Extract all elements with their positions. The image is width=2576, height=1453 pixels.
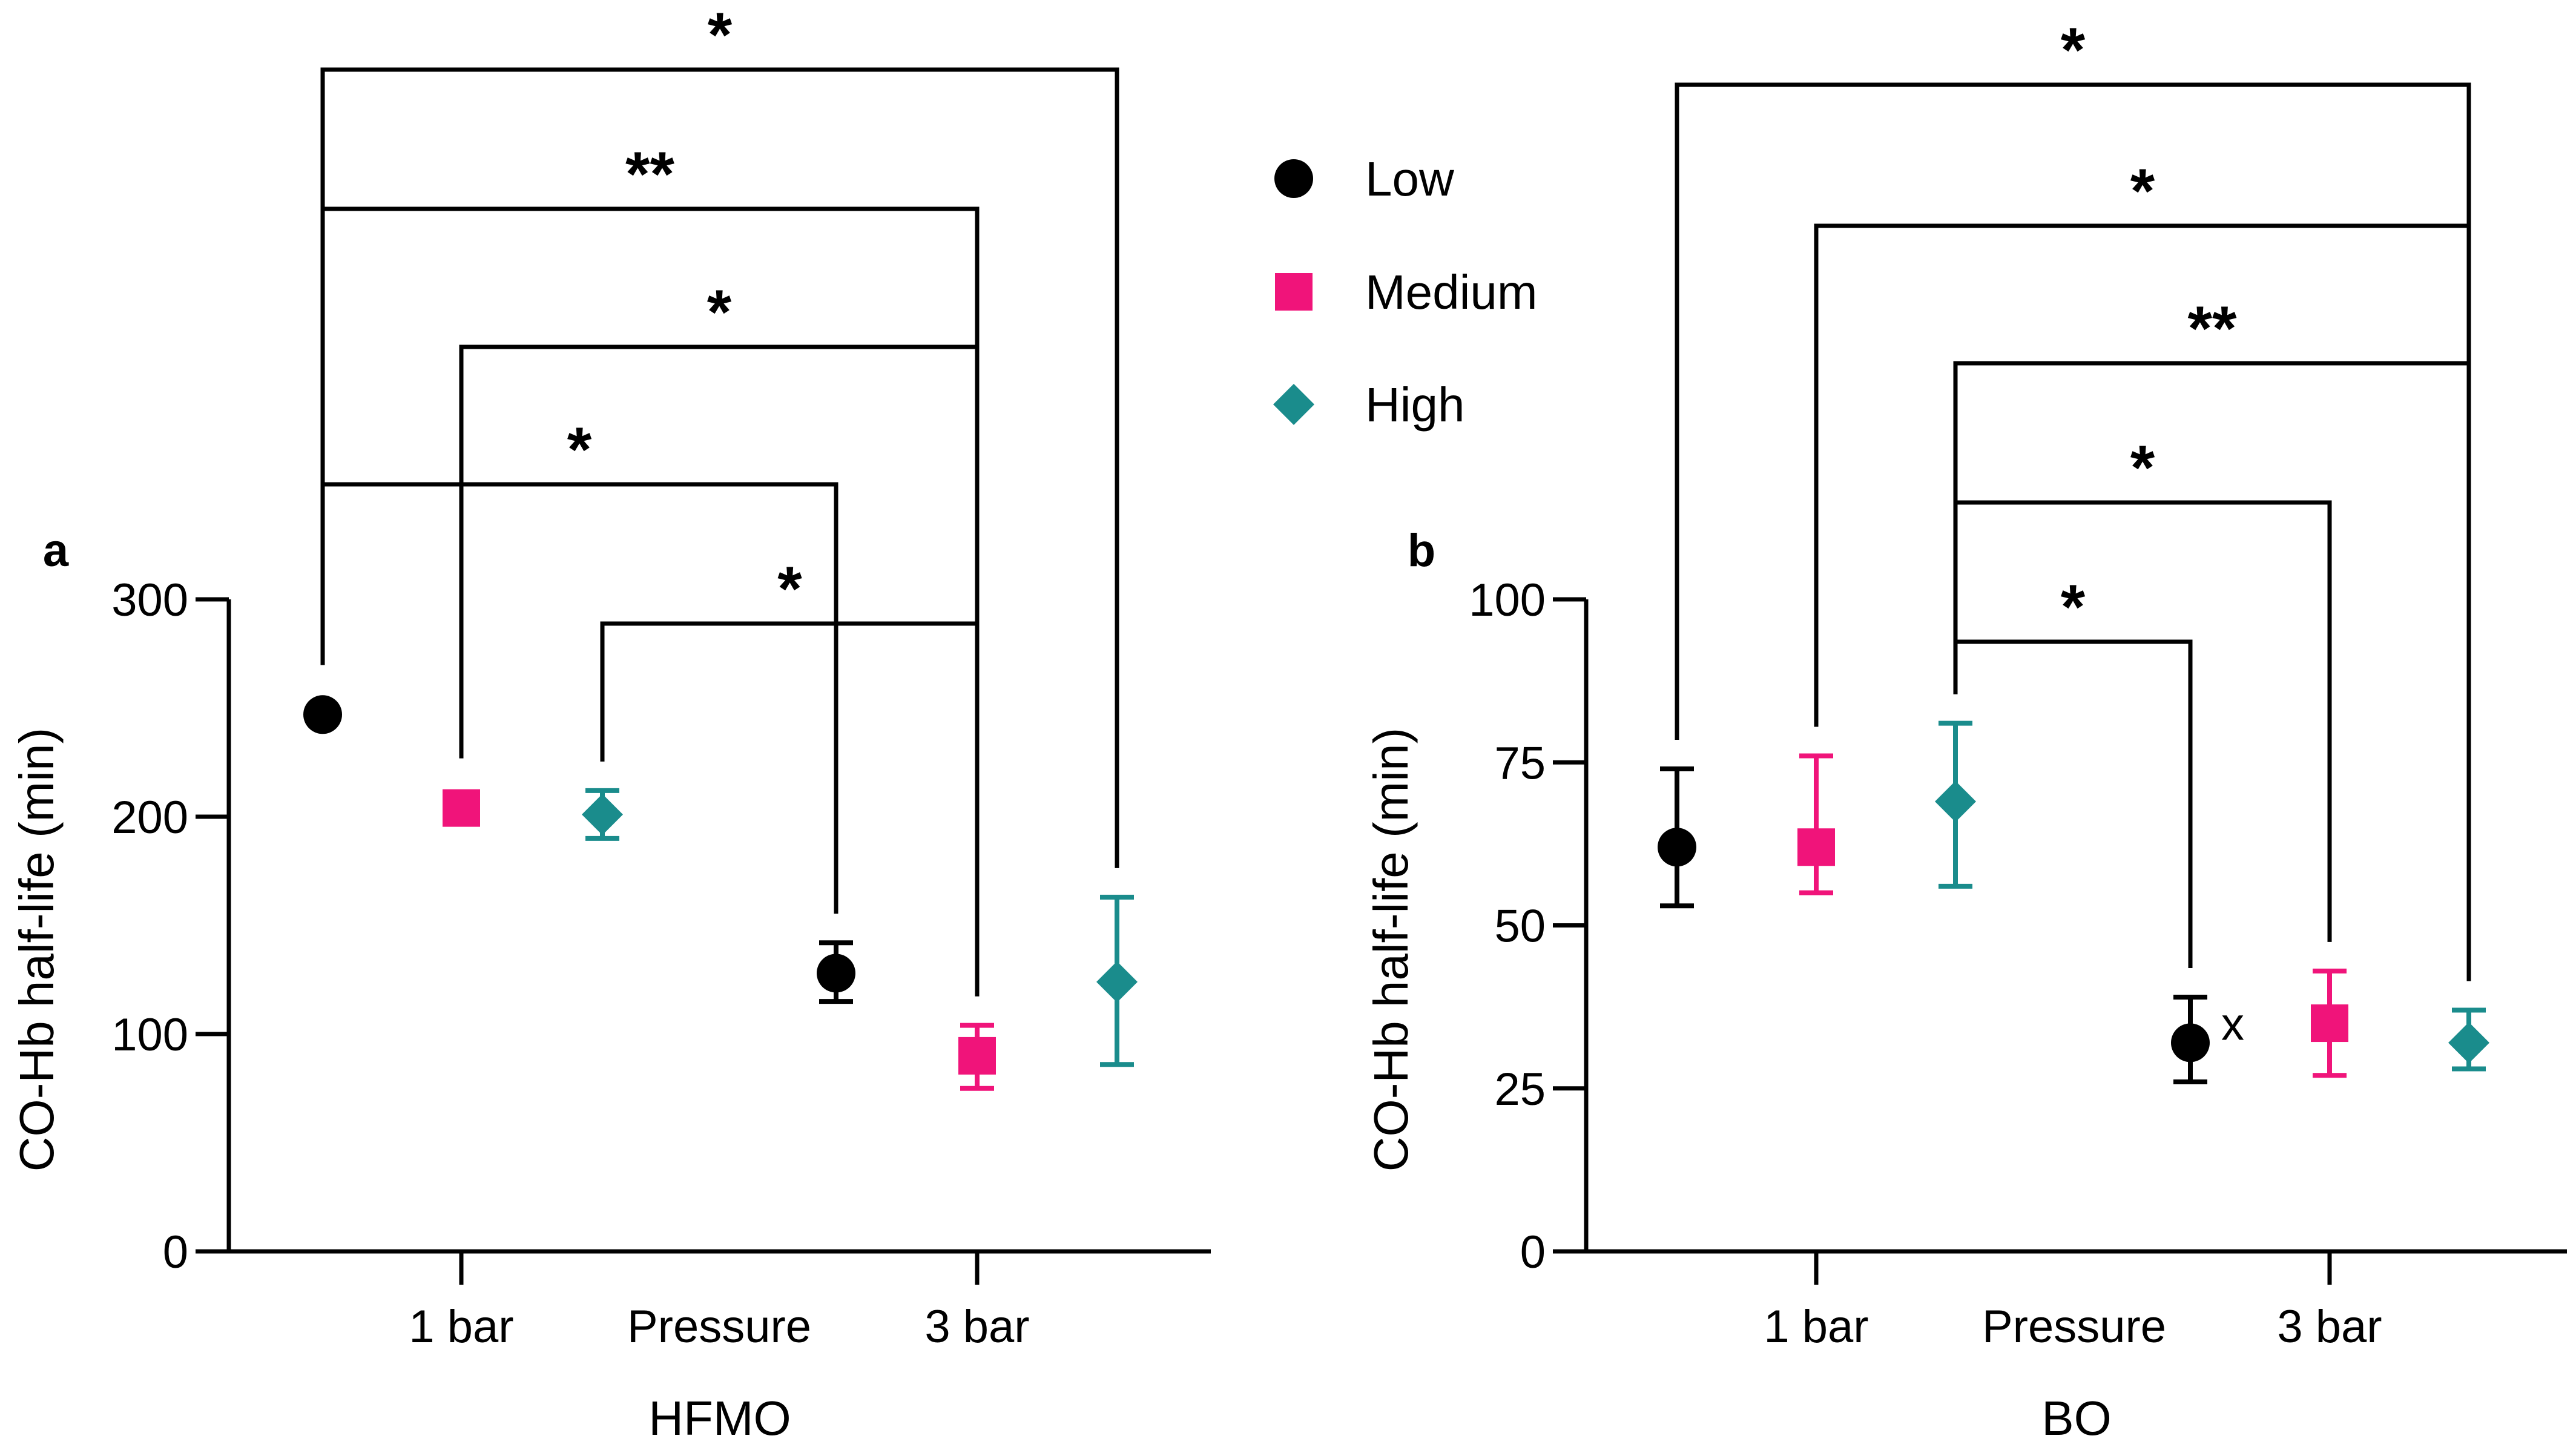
significance-label: * bbox=[2130, 433, 2155, 503]
panel-a: 0 100 200 300 1 bar 3 bar Pressure HFMO CO-Hb ha… bbox=[10, 0, 1211, 1445]
legend-label-low: Low bbox=[1365, 152, 1454, 206]
significance-bracket bbox=[1953, 639, 2193, 968]
data-point-3bar-medium bbox=[958, 1036, 996, 1075]
data-point-1bar-medium bbox=[1797, 828, 1835, 866]
significance-bracket bbox=[1675, 82, 2471, 981]
y-tick-label: 25 bbox=[1494, 1064, 1546, 1115]
data-point-3bar-high bbox=[2448, 1022, 2489, 1064]
data-point-1bar-high bbox=[1935, 780, 1976, 822]
legend-marker-medium bbox=[1275, 273, 1313, 311]
legend-label-medium: Medium bbox=[1365, 265, 1538, 319]
x-tick-label: 1 bar bbox=[409, 1301, 513, 1353]
legend-marker-high bbox=[1273, 384, 1314, 425]
x-axis-title: HFMO bbox=[648, 1391, 791, 1445]
significance-label: * bbox=[2130, 156, 2155, 226]
significance-bracket bbox=[1953, 361, 2471, 981]
x-tick-label: Pressure bbox=[1982, 1301, 2166, 1353]
legend-marker-low bbox=[1274, 159, 1313, 198]
data-point-3bar-medium bbox=[2311, 1004, 2348, 1043]
data-point-1bar-high bbox=[582, 794, 623, 835]
data-point-1bar-low bbox=[303, 695, 342, 734]
y-tick-label: 0 bbox=[163, 1227, 188, 1278]
panel-letter: b bbox=[1408, 525, 1435, 576]
y-tick-label: 0 bbox=[1520, 1227, 1546, 1278]
legend-label-high: High bbox=[1365, 378, 1465, 432]
panel-b: 0 25 50 75 100 1 bar 3 bar Pressure BO CO-Hb half… bbox=[1364, 15, 2567, 1445]
legend: Low Medium High bbox=[1273, 152, 1538, 432]
y-tick-label: 100 bbox=[111, 1009, 188, 1061]
significance-bracket bbox=[1953, 500, 2332, 942]
y-axis-title: CO-Hb half-life (min) bbox=[1364, 728, 1418, 1171]
y-tick-label: 50 bbox=[1494, 901, 1546, 952]
y-tick-label: 100 bbox=[1469, 575, 1546, 626]
significance-label: ** bbox=[2188, 294, 2237, 364]
x-tick-label: 3 bar bbox=[2277, 1301, 2382, 1353]
significance-bracket bbox=[600, 621, 980, 997]
x-axis-title: BO bbox=[2041, 1391, 2112, 1445]
y-tick-label: 300 bbox=[111, 575, 188, 626]
y-axis-title: CO-Hb half-life (min) bbox=[10, 728, 64, 1171]
significance-bracket bbox=[1814, 223, 2471, 981]
x-tick-label: 3 bar bbox=[924, 1301, 1029, 1353]
significance-label: * bbox=[2061, 572, 2086, 642]
significance-label: ** bbox=[625, 139, 674, 209]
point-annotation: x bbox=[2221, 998, 2244, 1050]
significance-label: * bbox=[2061, 15, 2086, 85]
significance-label: * bbox=[708, 0, 733, 70]
data-point-3bar-low bbox=[817, 954, 855, 993]
x-tick-label: 1 bar bbox=[1764, 1301, 1868, 1353]
y-tick-label: 75 bbox=[1494, 737, 1546, 789]
y-tick-label: 200 bbox=[111, 792, 188, 843]
x-tick-label: Pressure bbox=[627, 1301, 811, 1353]
significance-label: * bbox=[707, 277, 732, 348]
significance-bracket bbox=[459, 344, 980, 997]
significance-label: * bbox=[567, 415, 592, 485]
data-point-3bar-high bbox=[1096, 961, 1138, 1003]
data-point-3bar-low bbox=[2171, 1023, 2210, 1063]
data-point-1bar-low bbox=[1658, 828, 1696, 867]
significance-bracket bbox=[320, 482, 838, 914]
significance-bracket bbox=[320, 206, 980, 997]
significance-bracket bbox=[320, 67, 1119, 868]
panel-letter: a bbox=[43, 525, 69, 576]
data-point-1bar-medium bbox=[443, 789, 480, 827]
significance-label: * bbox=[777, 554, 802, 624]
